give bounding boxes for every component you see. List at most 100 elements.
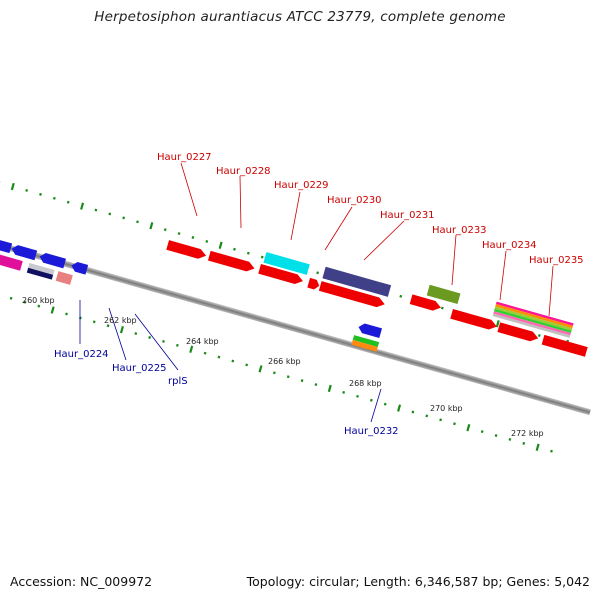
upper-tick-dot-10 (80, 202, 85, 210)
upper-tick-dot-7 (39, 192, 42, 196)
upper-tick-dot-11 (94, 208, 98, 212)
lower-tick-dot-40 (466, 424, 471, 432)
upper-tick-dot-23 (260, 255, 264, 259)
upper-tick-dot-15 (149, 222, 154, 230)
scale-label-262: 262 kbp (104, 316, 137, 325)
leader-Haur_0235 (548, 265, 554, 317)
lower-tick-dot-46 (550, 449, 553, 453)
lower-tick-dot-32 (356, 394, 359, 398)
scale-label-266: 266 kbp (268, 357, 301, 366)
feature-Haur_0235-stripe-5[interactable] (493, 311, 571, 336)
upper-tick-dot-20 (218, 241, 223, 250)
lower-tick-dot-20 (189, 345, 194, 353)
upper-tick-track (0, 181, 583, 349)
leader-Haur_0233 (451, 234, 457, 286)
upper-tick-dot-9 (66, 200, 70, 204)
lower-tick-dot-27 (286, 375, 290, 379)
feature-blue-4[interactable] (10, 244, 38, 261)
label-Haur_0230: Haur_0230 (327, 195, 382, 206)
lower-tick-dot-39 (453, 422, 456, 426)
scale-label-260: 260 kbp (22, 296, 55, 305)
lower-tick-dot-7 (9, 296, 13, 300)
label-Haur_0225: Haur_0225 (112, 363, 167, 374)
lower-tick-dot-18 (162, 339, 165, 343)
upper-tick-dot-13 (122, 216, 126, 220)
lower-tick-dot-24 (245, 363, 249, 367)
lower-tick-dot-11 (65, 312, 68, 316)
feature-Haur_0233-red[interactable] (409, 294, 443, 312)
feature-rplS[interactable] (55, 271, 73, 285)
feature-Haur_0235-stripe-1[interactable] (495, 301, 574, 326)
lower-tick-dot-21 (203, 351, 207, 355)
lower-tick-dot-15 (119, 325, 124, 334)
feature-Haur_0231[interactable] (318, 281, 386, 309)
label-Haur_0233: Haur_0233 (432, 225, 487, 236)
feature-Haur_0233[interactable] (426, 284, 461, 305)
leader-Haur_0227 (180, 162, 198, 217)
upper-tick-dot-19 (205, 239, 209, 243)
feature-blue-5[interactable] (38, 252, 67, 269)
lower-tick-dot-22 (217, 355, 221, 359)
feature-Haur_0224[interactable] (0, 254, 23, 271)
feature-Haur_0227[interactable] (166, 240, 207, 261)
label-Haur_0234: Haur_0234 (482, 240, 537, 251)
upper-tick-dot-21 (233, 247, 236, 251)
lower-tick-dot-45 (535, 443, 540, 451)
label-Haur_0228: Haur_0228 (216, 166, 271, 177)
lower-tick-dot-41 (480, 430, 484, 434)
feature-Haur_0234[interactable] (450, 309, 498, 331)
upper-tick-dot-27 (316, 271, 320, 275)
lower-tick-dot-16 (134, 332, 138, 336)
upper-tick-dot-6 (25, 188, 29, 192)
lower-tick-dot-9 (37, 304, 41, 308)
lower-tick-dot-23 (231, 359, 235, 363)
feature-Haur_0235-stripe-4[interactable] (493, 308, 572, 334)
upper-tick-dot-40 (495, 320, 500, 328)
feature-Haur_0235-stripe-3[interactable] (494, 306, 573, 331)
feature-Haur_0230-red[interactable] (258, 264, 304, 286)
upper-tick-dot-5 (10, 182, 15, 191)
feature-Haur_0230[interactable] (322, 266, 392, 297)
leader-Haur_0232 (370, 388, 382, 423)
upper-tick-dot-33 (399, 294, 403, 298)
upper-tick-dot-22 (246, 251, 250, 255)
lower-tick-dot-44 (522, 441, 526, 445)
leader-rplS (134, 313, 179, 371)
feature-Haur_0229[interactable] (263, 252, 310, 275)
leader-Haur_0229 (290, 191, 301, 241)
feature-Haur_0225-a[interactable] (28, 262, 55, 275)
feature-Haur_0235-stripe-2[interactable] (495, 304, 573, 329)
lower-tick-dot-10 (50, 306, 55, 314)
upper-tick-dot-18 (191, 236, 195, 239)
feature-Haur_0232-green[interactable] (352, 335, 380, 347)
lower-tick-dot-35 (397, 404, 402, 412)
feature-Haur_0235-red[interactable] (497, 322, 539, 343)
lower-tick-dot-36 (411, 410, 415, 414)
feature-Haur_0235-stripe-6[interactable] (492, 313, 571, 338)
leader-Haur_0230 (324, 206, 353, 251)
lower-tick-dot-28 (300, 379, 304, 383)
feature-red-clip[interactable] (541, 334, 588, 357)
lower-tick-dot-19 (175, 343, 179, 347)
leader-Haur_0225 (108, 307, 127, 361)
feature-Haur_0228[interactable] (207, 250, 256, 273)
label-Haur_0227: Haur_0227 (157, 152, 212, 163)
label-Haur_0231: Haur_0231 (380, 210, 435, 221)
feature-Haur_0232-blue[interactable] (357, 322, 383, 339)
feature-Haur_0232-orange[interactable] (351, 339, 378, 352)
label-rplS: rplS (168, 376, 188, 387)
scale-label-272: 272 kbp (511, 429, 544, 438)
label-Haur_0232: Haur_0232 (344, 426, 399, 437)
feature-blue-3[interactable] (0, 236, 13, 254)
feature-blue-6[interactable] (70, 261, 89, 275)
feature-Haur_0225-b[interactable] (26, 267, 54, 280)
lower-tick-dot-25 (258, 365, 263, 373)
feature-small-red[interactable] (307, 277, 320, 291)
leader-Haur_0234 (499, 250, 507, 301)
lower-tick-dot-29 (314, 383, 318, 387)
upper-tick-dot-43 (537, 334, 541, 337)
lower-tick-dot-17 (148, 336, 152, 339)
lower-tick-dot-38 (439, 418, 443, 422)
upper-tick-dot-36 (440, 306, 444, 310)
